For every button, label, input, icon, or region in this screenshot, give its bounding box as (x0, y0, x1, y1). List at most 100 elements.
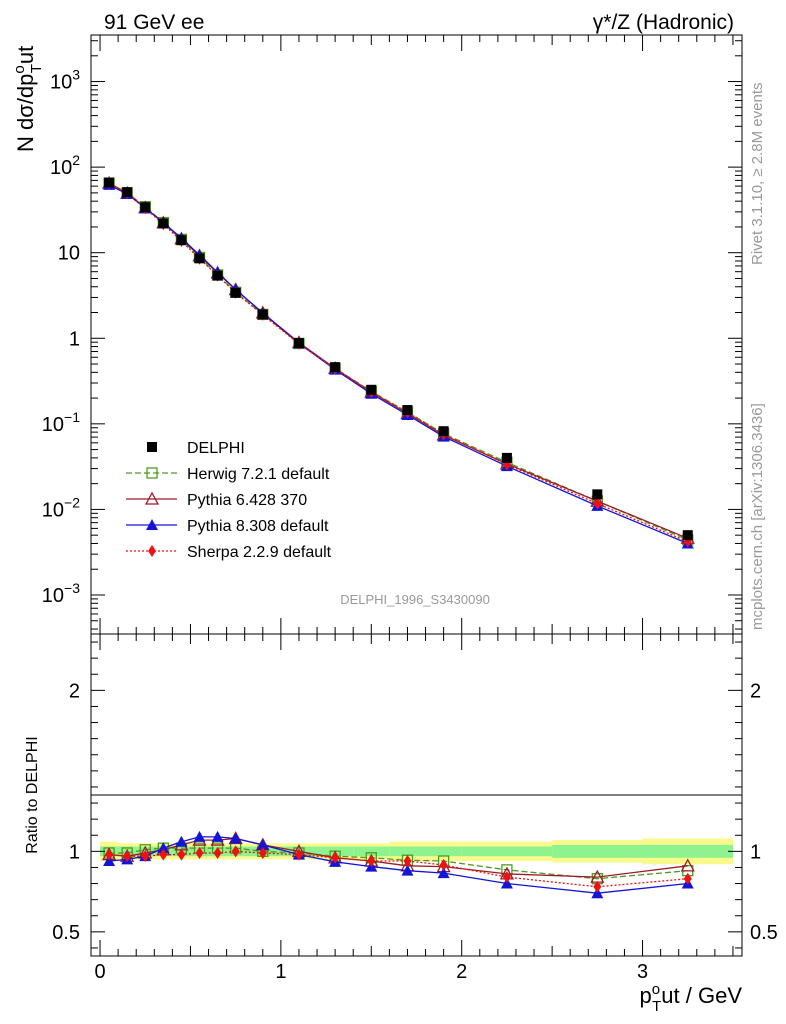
ratio-point-sherpa-2-2-9-default (683, 872, 692, 885)
main-y-tick-label: 102 (50, 152, 80, 179)
legend-item-pythia-6-428-370: Pythia 6.428 370 (126, 491, 307, 509)
ratio-point-pythia-8-308-default (437, 867, 450, 879)
ratio-frame (90, 633, 743, 957)
svg-text:N dσ/dpoTut: N dσ/dpoTut (11, 46, 45, 152)
x-tick-label: 1 (275, 961, 286, 983)
ratio-y-title: Ratio to DELPHI (24, 736, 41, 853)
legend: DELPHI Herwig 7.2.1 default Pythia 6.428 3… (126, 440, 332, 561)
ratio-point-pythia-8-308-default (256, 838, 269, 850)
ratio-panel: 0.5 0.5 1 1 2 2 0 1 2 3 Ratio to DELPHI po Tut / … (24, 633, 778, 1015)
ratio-point-pythia-8-308-default (175, 835, 188, 847)
main-point-delphi (140, 202, 151, 213)
ratio-y-tick-label-left: 0.5 (52, 922, 80, 944)
ratio-band-stat (389, 846, 426, 857)
legend-label: DELPHI (187, 440, 245, 457)
ratio-point-pythia-6-428-370 (680, 858, 695, 872)
x-tick-label: 3 (637, 961, 648, 983)
legend-marker (144, 491, 160, 505)
main-ticks (91, 35, 742, 634)
main-point-delphi (158, 218, 169, 229)
ratio-point-sherpa-2-2-9-default (403, 855, 412, 868)
main-point-sherpa-2-2-9-default (593, 497, 602, 510)
legend-label: Pythia 6.428 370 (187, 492, 307, 509)
main-point-delphi (194, 253, 205, 264)
ratio-band-stat (552, 844, 643, 858)
ratio-point-sherpa-2-2-9-default (331, 851, 340, 864)
ratio-point-sherpa-2-2-9-default (593, 880, 602, 893)
legend-marker (148, 545, 156, 557)
ratio-point-sherpa-2-2-9-default (105, 848, 114, 861)
main-line-pythia-6-428-370 (108, 182, 689, 539)
main-point-delphi (592, 489, 603, 500)
ratio-point-pythia-8-308-default (401, 864, 414, 876)
main-point-delphi (230, 287, 241, 298)
legend-marker (147, 442, 157, 452)
x-title-rest: ut / GeV (661, 983, 742, 1008)
ratio-point-sherpa-2-2-9-default (123, 850, 132, 863)
ratio-point-sherpa-2-2-9-default (502, 871, 511, 884)
ratio-series-sherpa-2-2-9-default (105, 845, 692, 893)
main-y-tick-label: 10−1 (42, 409, 80, 436)
main-y-title-tail: ut (13, 46, 38, 64)
main-point-delphi (122, 187, 133, 198)
main-y-axis-title: N dσ/dpoTut (11, 46, 45, 152)
ratio-y-tick-labels: 0.5 0.5 1 1 2 2 (52, 680, 778, 944)
main-y-title-base: N dσ/dp (13, 74, 38, 152)
x-title-base: p (640, 983, 652, 1008)
ratio-y-tick-label-left: 1 (69, 841, 80, 863)
legend-item-herwig-7-2-1-default: Herwig 7.2.1 default (126, 466, 330, 483)
legend-label: Sherpa 2.2.9 default (187, 544, 332, 561)
main-series-delphi (104, 177, 693, 541)
x-tick-label: 0 (94, 961, 105, 983)
ratio-point-pythia-8-308-default (229, 832, 242, 844)
ratio-y-tick-label-right: 0.5 (750, 922, 778, 944)
legend-label: Herwig 7.2.1 default (187, 466, 330, 483)
ratio-point-sherpa-2-2-9-default (367, 855, 376, 868)
main-y-tick-label: 10−2 (42, 494, 80, 521)
ratio-point-sherpa-2-2-9-default (195, 846, 204, 859)
main-y-tick-label: 10−3 (42, 580, 80, 607)
main-point-delphi (104, 177, 115, 188)
ratio-point-pythia-8-308-default (211, 830, 224, 842)
ratio-point-sherpa-2-2-9-default (141, 850, 150, 863)
ratio-point-sherpa-2-2-9-default (231, 845, 240, 858)
x-title-sub: T (652, 998, 661, 1015)
header-right: γ*/Z (Hadronic) (593, 11, 734, 34)
x-axis-title: po Tut / GeV (640, 981, 743, 1015)
legend-item-sherpa-2-2-9-default: Sherpa 2.2.9 default (126, 544, 332, 561)
main-panel: 10−3 10−2 10−1 1 10 102 103 DELPHI_1996_S34300… (11, 34, 743, 635)
main-y-tick-label: 103 (50, 67, 80, 94)
main-y-tick-labels: 10−3 10−2 10−1 1 10 102 103 (42, 67, 80, 607)
ratio-y-tick-label-left: 2 (69, 680, 80, 702)
main-point-delphi (293, 338, 304, 349)
main-point-delphi (257, 309, 268, 320)
ratio-point-sherpa-2-2-9-default (177, 848, 186, 861)
ratio-point-sherpa-2-2-9-default (439, 859, 448, 872)
main-point-delphi (402, 405, 413, 416)
main-y-tick-label: 1 (69, 328, 80, 350)
main-point-delphi (366, 384, 377, 395)
ratio-point-sherpa-2-2-9-default (294, 848, 303, 861)
x-title-sup: o (652, 981, 660, 998)
main-line-herwig-7-2-1-default (108, 182, 689, 541)
legend-marker (146, 519, 158, 530)
main-y-tick-label: 10 (58, 243, 80, 265)
main-point-delphi (176, 235, 187, 246)
ratio-band-stat (461, 846, 553, 857)
main-point-delphi (501, 452, 512, 463)
header-left: 91 GeV ee (104, 11, 204, 34)
main-point-delphi (330, 362, 341, 373)
main-point-delphi (438, 426, 449, 437)
legend-item-pythia-8-308-default: Pythia 8.308 default (126, 518, 329, 535)
ratio-point-pythia-8-308-default (157, 842, 170, 854)
x-tick-label: 2 (456, 961, 467, 983)
ratio-point-sherpa-2-2-9-default (159, 848, 168, 861)
ratio-band-stat (353, 846, 390, 857)
main-series-pythia-6-428-370 (101, 175, 695, 544)
ratio-point-sherpa-2-2-9-default (213, 846, 222, 859)
ratio-line-sherpa-2-2-9-default (109, 850, 688, 888)
ratio-series-group (101, 830, 695, 899)
legend-item-delphi: DELPHI (147, 440, 245, 457)
ratio-x-tick-labels: 0 1 2 3 (94, 961, 648, 983)
